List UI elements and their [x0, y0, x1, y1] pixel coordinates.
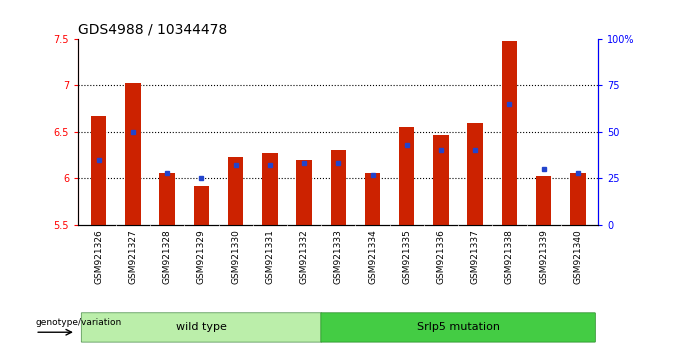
Text: wild type: wild type	[176, 322, 227, 332]
Bar	[194, 186, 209, 225]
Text: Srlp5 mutation: Srlp5 mutation	[417, 322, 500, 332]
Bar	[365, 173, 380, 225]
Bar	[399, 127, 414, 225]
Bar	[330, 150, 346, 225]
Bar	[228, 157, 243, 225]
Bar	[125, 82, 141, 225]
Bar	[296, 160, 311, 225]
Text: GSM921330: GSM921330	[231, 229, 240, 284]
Bar	[160, 173, 175, 225]
Text: GSM921339: GSM921339	[539, 229, 548, 284]
Text: GSM921334: GSM921334	[368, 229, 377, 284]
FancyBboxPatch shape	[82, 313, 322, 342]
Text: genotype/variation: genotype/variation	[35, 318, 122, 327]
Text: GSM921327: GSM921327	[129, 229, 137, 284]
Bar	[433, 135, 449, 225]
FancyBboxPatch shape	[321, 313, 595, 342]
Text: GSM921338: GSM921338	[505, 229, 514, 284]
Text: GSM921335: GSM921335	[403, 229, 411, 284]
Text: GSM921326: GSM921326	[95, 229, 103, 284]
Text: GSM921332: GSM921332	[300, 229, 309, 284]
Text: GSM921336: GSM921336	[437, 229, 445, 284]
Text: GSM921340: GSM921340	[573, 229, 582, 284]
Bar	[467, 122, 483, 225]
Text: GSM921333: GSM921333	[334, 229, 343, 284]
Text: GSM921337: GSM921337	[471, 229, 479, 284]
Text: GDS4988 / 10344478: GDS4988 / 10344478	[78, 22, 227, 36]
Bar	[91, 116, 107, 225]
Text: GSM921329: GSM921329	[197, 229, 206, 284]
Bar	[536, 176, 551, 225]
Bar	[262, 153, 277, 225]
Bar	[570, 173, 585, 225]
Bar	[502, 41, 517, 225]
Text: GSM921328: GSM921328	[163, 229, 171, 284]
Text: GSM921331: GSM921331	[265, 229, 274, 284]
